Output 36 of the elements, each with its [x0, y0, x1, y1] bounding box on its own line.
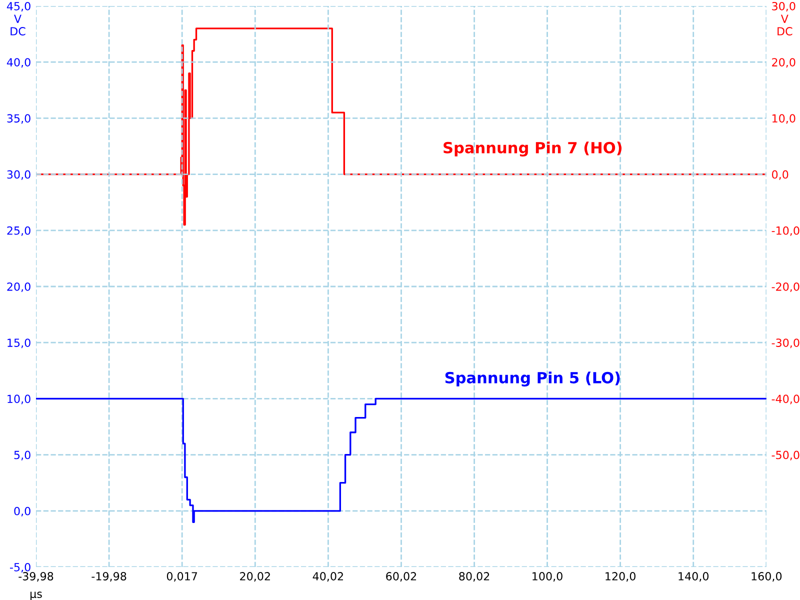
y-axis-title: V DC [10, 14, 26, 36]
y-tick-label: 25,0 [7, 226, 30, 236]
x-tick-label: -39,98 [18, 572, 54, 582]
x-axis-title: µs [30, 592, 42, 600]
x-tick-label: 40,02 [312, 572, 343, 582]
y-tick-label: 35,0 [7, 114, 30, 124]
y2-tick-label: -50,0 [772, 450, 800, 460]
x-tick-label: 140,0 [678, 572, 709, 582]
y-tick-label: 45,0 [6, 2, 30, 12]
x-tick-label: 60,02 [386, 572, 416, 582]
y-tick-label: 20,0 [7, 282, 30, 292]
y2-tick-label: -10,0 [772, 226, 800, 236]
x-tick-label: 160,0 [752, 572, 782, 582]
x-tick-label: 20,02 [240, 572, 270, 582]
y-tick-label: 0,0 [14, 506, 30, 516]
y2-tick-label: -40,0 [772, 394, 800, 404]
y2-tick-label: 10,0 [772, 114, 796, 124]
y-tick-label: 5,0 [14, 450, 30, 460]
series-label: Spannung Pin 7 (HO) [444, 142, 622, 157]
x-tick-label: 80,02 [459, 572, 490, 582]
y2-axis-title: V DC [778, 14, 792, 36]
y-tick-label: 15,0 [8, 338, 30, 348]
y-tick-label: 10,0 [8, 394, 30, 404]
y-tick-label: -5,0 [10, 562, 30, 573]
y-tick-label: 30,0 [7, 170, 30, 180]
y2-tick-label: 30,0 [772, 2, 796, 12]
series-label: Spannung Pin 5 (LO) [445, 372, 620, 387]
x-tick-label: -19,98 [92, 572, 126, 582]
y2-tick-label: -20,0 [772, 282, 800, 292]
x-tick-label: 0,017 [166, 572, 198, 582]
x-tick-label: 120,0 [606, 572, 636, 582]
y2-tick-label: 20,0 [772, 58, 796, 68]
y2-tick-label: 0,0 [772, 170, 788, 180]
y-tick-label: 40,0 [6, 58, 30, 68]
x-tick-label: 100,0 [532, 572, 562, 582]
y2-tick-label: -30,0 [772, 338, 800, 348]
